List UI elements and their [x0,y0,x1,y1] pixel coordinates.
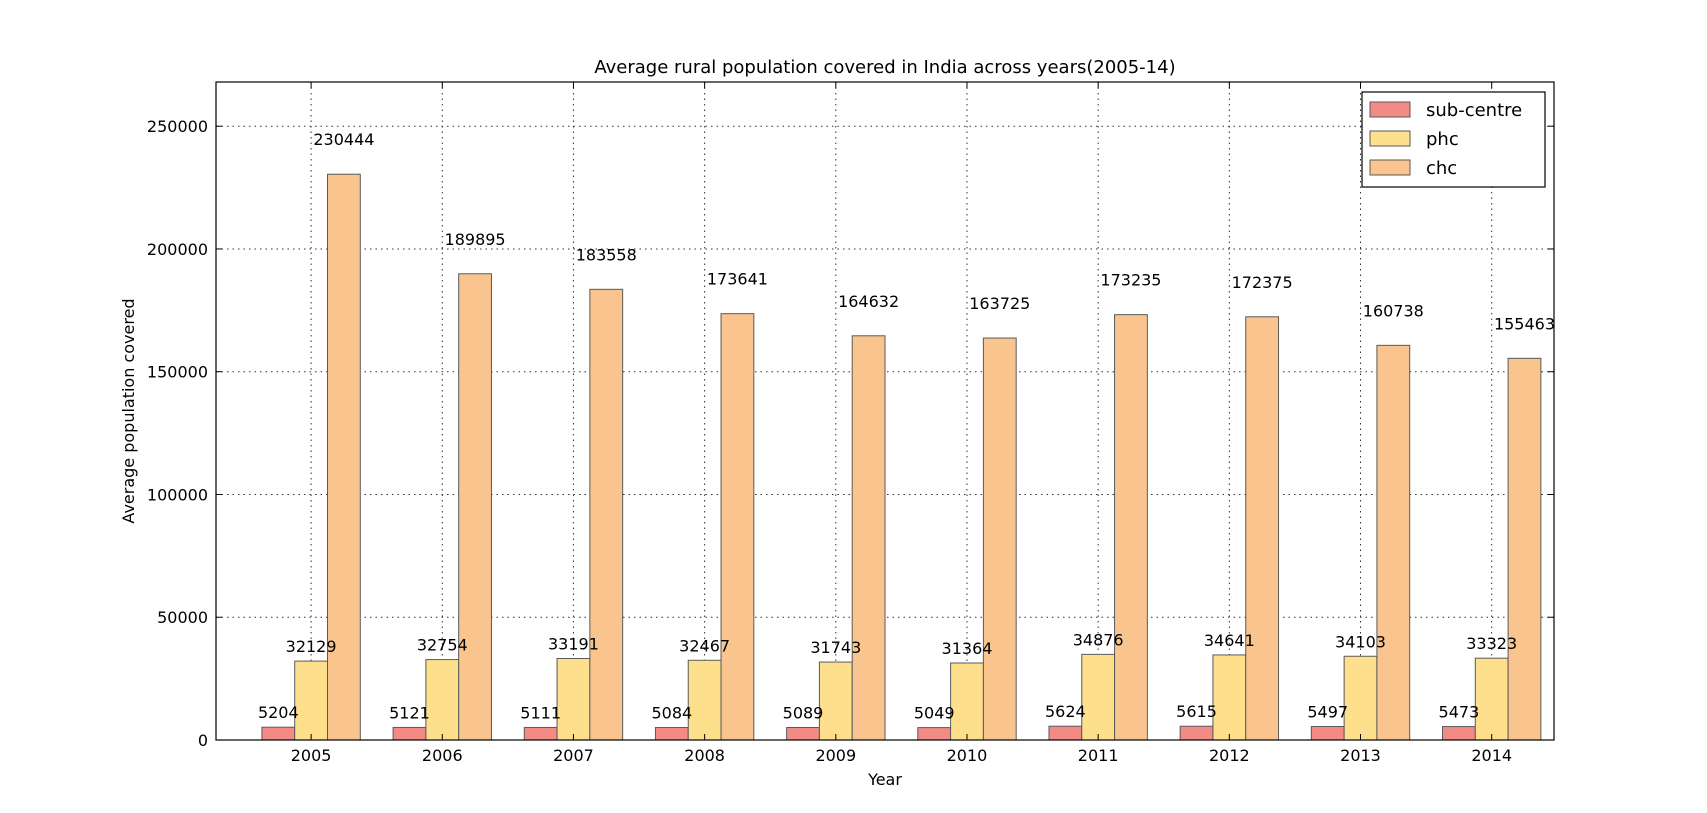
y-axis-label: Average population covered [119,298,138,523]
bar-sub-centre [392,726,427,741]
bar-phc [687,659,722,741]
bar-phc [1343,655,1378,741]
bars [261,173,1542,741]
bar-phc [556,658,591,741]
bar-sub-centre [786,727,820,741]
data-label-chc: 173641 [707,270,768,289]
bar-chc [1245,316,1280,741]
bar-phc [425,659,460,741]
chart-title: Average rural population covered in Indi… [594,57,1175,78]
bar-chc [1507,357,1542,741]
legend-swatch-sub-centre [1369,101,1411,118]
bar-chc [851,335,886,741]
legend-label-phc: phc [1426,129,1459,150]
data-label-phc: 31364 [942,639,993,658]
data-label-sub-centre: 5121 [389,703,430,722]
data-label-chc: 189895 [445,230,506,249]
bar-sub-centre [261,726,296,741]
data-label-phc: 34876 [1073,630,1124,649]
bar-sub-centre [654,727,689,741]
bar-chc [458,273,492,741]
bar-sub-centre [1179,725,1214,741]
bar-phc [818,661,853,741]
bar-chc [720,313,755,741]
data-label-chc: 172375 [1232,273,1293,292]
bar-chc [982,337,1017,741]
data-label-chc: 164632 [838,292,899,311]
data-label-sub-centre: 5204 [258,703,299,722]
x-tick-label: 2006 [422,746,463,765]
x-axis-ticks: 2005 2006 2007 2008 2009 2010 2011 2012 2013 2014 [291,82,1512,765]
data-label-chc: 183558 [576,245,637,264]
bar-chc [589,288,624,741]
data-labels: 5204 5121 5111 5084 5089 5049 5624 5615 5497 5473… [258,130,1555,722]
bar-phc [1212,654,1247,741]
x-tick-label: 2011 [1078,746,1119,765]
x-tick-label: 2012 [1209,746,1250,765]
data-label-chc: 155463 [1494,314,1555,333]
y-tick-label: 0 [198,731,208,750]
bar-chc [1114,314,1148,741]
data-label-phc: 34103 [1335,632,1386,651]
y-tick-label: 200000 [147,240,208,259]
y-tick-label: 150000 [147,363,208,382]
legend: sub-centre phc chc [1361,91,1546,188]
y-tick-label: 100000 [147,485,208,504]
bar-sub-centre [1310,726,1345,741]
y-tick-label: 250000 [147,117,208,136]
x-tick-label: 2008 [684,746,725,765]
legend-swatch-chc [1369,159,1411,176]
data-label-phc: 34641 [1204,631,1255,650]
x-tick-label: 2009 [815,746,856,765]
data-label-phc: 31743 [810,638,861,657]
data-label-sub-centre: 5624 [1045,702,1086,721]
x-axis-label: Year [867,770,902,789]
data-label-phc: 33191 [548,635,599,654]
bar-sub-centre [1048,725,1083,741]
bar-sub-centre [917,727,952,741]
data-label-sub-centre: 5615 [1176,702,1217,721]
bar-phc [1081,653,1116,741]
data-label-sub-centre: 5089 [783,704,824,723]
bar-chc [1376,344,1411,741]
bar-sub-centre [523,726,558,741]
x-tick-label: 2013 [1340,746,1381,765]
y-axis-ticks: 0 50000 100000 150000 200000 250000 [147,117,1554,750]
data-label-sub-centre: 5473 [1439,703,1480,722]
x-tick-label: 2007 [553,746,594,765]
data-label-phc: 33323 [1466,634,1517,653]
plot-frame [215,81,1555,741]
data-label-chc: 160738 [1363,301,1424,320]
legend-label-sub-centre: sub-centre [1426,100,1522,121]
legend-swatch-phc [1369,130,1411,147]
x-tick-label: 2005 [291,746,332,765]
data-label-phc: 32467 [679,636,730,655]
data-label-chc: 163725 [969,294,1030,313]
data-label-chc: 173235 [1100,271,1161,290]
bar-phc [1474,657,1509,741]
data-label-chc: 230444 [313,130,374,149]
x-tick-label: 2014 [1471,746,1512,765]
data-label-phc: 32129 [286,637,337,656]
data-label-sub-centre: 5049 [914,704,955,723]
legend-label-chc: chc [1426,158,1457,179]
bar-phc [294,660,328,741]
bar-chc [327,173,361,741]
bar-sub-centre [1442,726,1476,741]
data-label-phc: 32754 [417,636,468,655]
data-label-sub-centre: 5111 [520,703,561,722]
data-label-sub-centre: 5084 [651,704,692,723]
bar-phc [950,662,984,741]
x-tick-label: 2010 [947,746,988,765]
data-label-sub-centre: 5497 [1307,703,1348,722]
y-tick-label: 50000 [157,608,208,627]
